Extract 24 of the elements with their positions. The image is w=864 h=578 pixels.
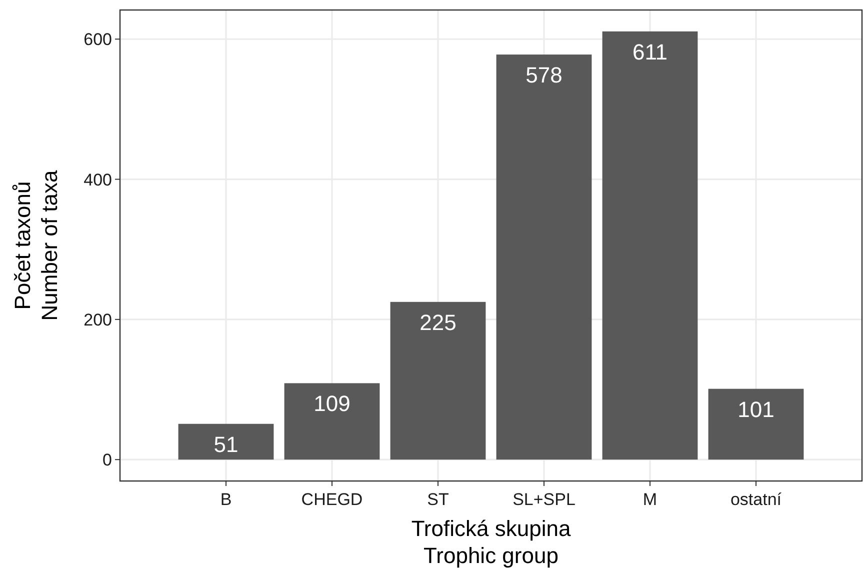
x-tick-label: B: [220, 490, 232, 509]
x-tick-label: M: [642, 490, 658, 509]
x-tick-label: ST: [427, 490, 449, 509]
bar: [390, 302, 486, 460]
x-tick-label: CHEGD: [301, 490, 363, 509]
data-label: 225: [420, 310, 456, 335]
x-tick-label: SL+SPL: [512, 490, 576, 509]
bar: [178, 424, 274, 460]
bar: [708, 388, 804, 460]
y-tick-label: 0: [102, 450, 112, 470]
x-axis-title: Trofická skupina Trophic group: [411, 516, 572, 568]
y-tick-label: 600: [84, 30, 112, 50]
data-label: 578: [526, 62, 562, 88]
x-tick-label: ostatní: [730, 490, 782, 509]
bar: [602, 31, 698, 460]
bar: [284, 383, 380, 460]
data-label: 611: [632, 39, 668, 64]
data-label: 109: [314, 391, 350, 416]
bar: [496, 54, 592, 460]
y-tick-label: 200: [84, 310, 112, 330]
data-label: 101: [738, 396, 774, 422]
y-tick-label: 400: [84, 170, 112, 190]
data-label: 51: [214, 432, 238, 457]
y-axis-title: Počet taxonů Number of taxa: [10, 170, 62, 321]
